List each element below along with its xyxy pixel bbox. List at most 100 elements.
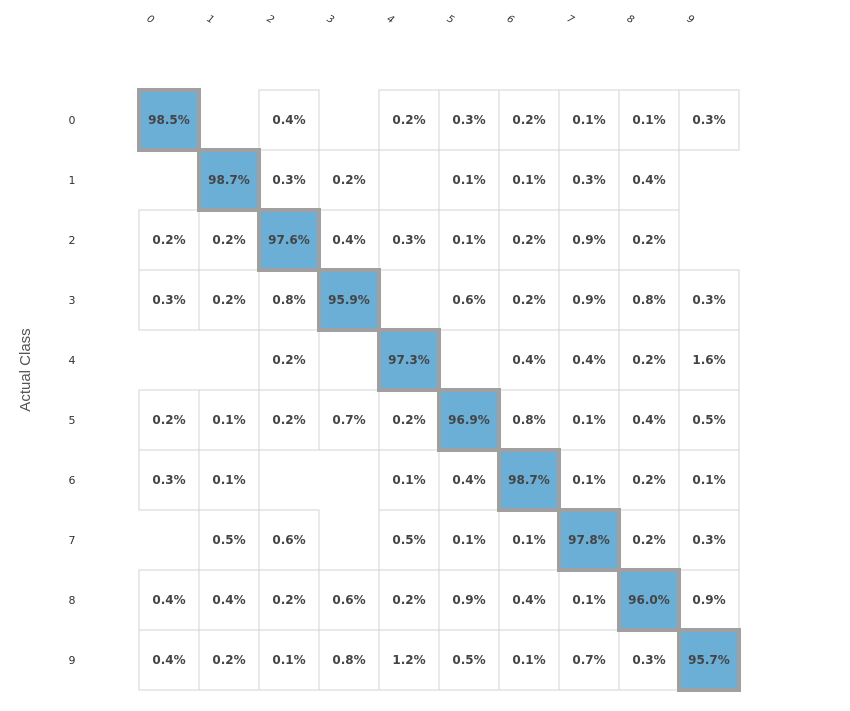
cell-value: 98.7%: [208, 173, 250, 187]
cell-value: 0.1%: [452, 533, 485, 547]
cell-value: 0.2%: [392, 113, 425, 127]
cell-rect: [558, 269, 620, 331]
matrix-cell: 0.2%: [618, 329, 680, 391]
matrix-cell: 0.1%: [678, 449, 740, 511]
diagonal-cell: 97.8%: [557, 508, 621, 572]
matrix-cell: 0.1%: [438, 509, 500, 571]
row-labels: 0 1 2 3 4 5 6 7 8 9: [69, 114, 76, 667]
cell-rect: [558, 89, 620, 151]
matrix-cell: 0.3%: [438, 89, 500, 151]
cell-value: 0.1%: [512, 173, 545, 187]
cell-value: 98.7%: [508, 473, 550, 487]
cell-rect: [498, 269, 560, 331]
cell-rect: [438, 89, 500, 151]
matrix-cell: 0.5%: [438, 629, 500, 691]
cell-value: 0.1%: [692, 473, 725, 487]
cell-rect: [138, 629, 200, 691]
cell-value: 0.3%: [632, 653, 665, 667]
cell-value: 0.2%: [512, 233, 545, 247]
matrix-cell: 0.2%: [138, 209, 200, 271]
matrix-cell: 0.5%: [678, 389, 740, 451]
cell-rect: [258, 389, 320, 451]
cell-rect: [258, 569, 320, 631]
cell-value: 0.3%: [452, 113, 485, 127]
cell-value: 0.3%: [272, 173, 305, 187]
column-label: 6: [505, 13, 516, 26]
matrix-cell: 0.2%: [498, 89, 560, 151]
matrix-cell: 0.7%: [318, 389, 380, 451]
matrix-cell: 0.1%: [258, 629, 320, 691]
matrix-cell: 1.2%: [378, 629, 440, 691]
row-label: 1: [69, 174, 76, 187]
matrix-cell: 0.1%: [498, 149, 560, 211]
cell-rect: [317, 268, 381, 332]
cell-value: 0.3%: [392, 233, 425, 247]
cell-value: 0.5%: [212, 533, 245, 547]
matrix-cell: 0.2%: [498, 269, 560, 331]
cell-rect: [617, 568, 681, 632]
cell-value: 0.2%: [632, 533, 665, 547]
matrix-cell: 0.4%: [198, 569, 260, 631]
matrix-cell: 0.9%: [558, 269, 620, 331]
cell-value: 0.1%: [212, 473, 245, 487]
matrix-cell: 0.1%: [498, 509, 560, 571]
cell-value: 98.5%: [148, 113, 190, 127]
cell-rect: [618, 389, 680, 451]
matrix-cell: 0.2%: [498, 209, 560, 271]
matrix-cell: 0.6%: [438, 269, 500, 331]
cell-value: 0.3%: [152, 473, 185, 487]
cell-value: 0.2%: [212, 293, 245, 307]
cell-value: 0.2%: [212, 653, 245, 667]
cell-value: 0.1%: [272, 653, 305, 667]
cell-value: 0.4%: [212, 593, 245, 607]
cell-rect: [438, 629, 500, 691]
diagonal-cell: 95.7%: [677, 628, 741, 692]
cell-value: 0.1%: [572, 113, 605, 127]
cell-value: 97.3%: [388, 353, 430, 367]
cell-rect: [558, 629, 620, 691]
cell-value: 0.7%: [332, 413, 365, 427]
cell-rect: [678, 509, 740, 571]
diagonal-cell: 96.9%: [437, 388, 501, 452]
matrix-cell: 0.7%: [558, 629, 620, 691]
cell-value: 0.9%: [452, 593, 485, 607]
cell-rect: [618, 329, 680, 391]
diagonal-cells: 98.5% 98.7% 97.6% 95.9% 97.3% 96.9% 98.7% 97.8%…: [137, 88, 741, 692]
matrix-cell: 0.4%: [618, 149, 680, 211]
cell-rect: [258, 89, 320, 151]
column-label: 5: [445, 13, 456, 26]
cell-rect: [618, 449, 680, 511]
matrix-cell: 0.9%: [558, 209, 620, 271]
diagonal-cell: 95.9%: [317, 268, 381, 332]
cell-value: 0.2%: [512, 113, 545, 127]
cell-value: 0.2%: [512, 293, 545, 307]
matrix-cell: 0.4%: [498, 329, 560, 391]
cell-rect: [197, 148, 261, 212]
diagonal-cell: 97.3%: [377, 328, 441, 392]
matrix-cell: 0.2%: [618, 209, 680, 271]
matrix-cell: 0.4%: [258, 89, 320, 151]
cell-rect: [258, 149, 320, 211]
matrix-cell: 0.3%: [618, 629, 680, 691]
cell-rect: [677, 628, 741, 692]
cell-rect: [558, 449, 620, 511]
cell-value: 0.8%: [332, 653, 365, 667]
matrix-cell: 0.2%: [378, 569, 440, 631]
cell-value: 1.2%: [392, 653, 425, 667]
cell-rect: [198, 569, 260, 631]
matrix-cell: 0.1%: [558, 449, 620, 511]
cell-value: 0.4%: [512, 353, 545, 367]
cell-rect: [618, 209, 680, 271]
cell-value: 0.9%: [572, 293, 605, 307]
cell-value: 0.1%: [452, 233, 485, 247]
row-label: 3: [69, 294, 76, 307]
cell-rect: [618, 509, 680, 571]
cell-value: 0.4%: [152, 593, 185, 607]
cell-value: 0.8%: [272, 293, 305, 307]
cell-value: 0.4%: [632, 173, 665, 187]
cell-rect: [497, 448, 561, 512]
matrix-cell: 0.1%: [498, 629, 560, 691]
cell-rect: [498, 629, 560, 691]
cell-value: 0.3%: [152, 293, 185, 307]
cell-rect: [258, 329, 320, 391]
